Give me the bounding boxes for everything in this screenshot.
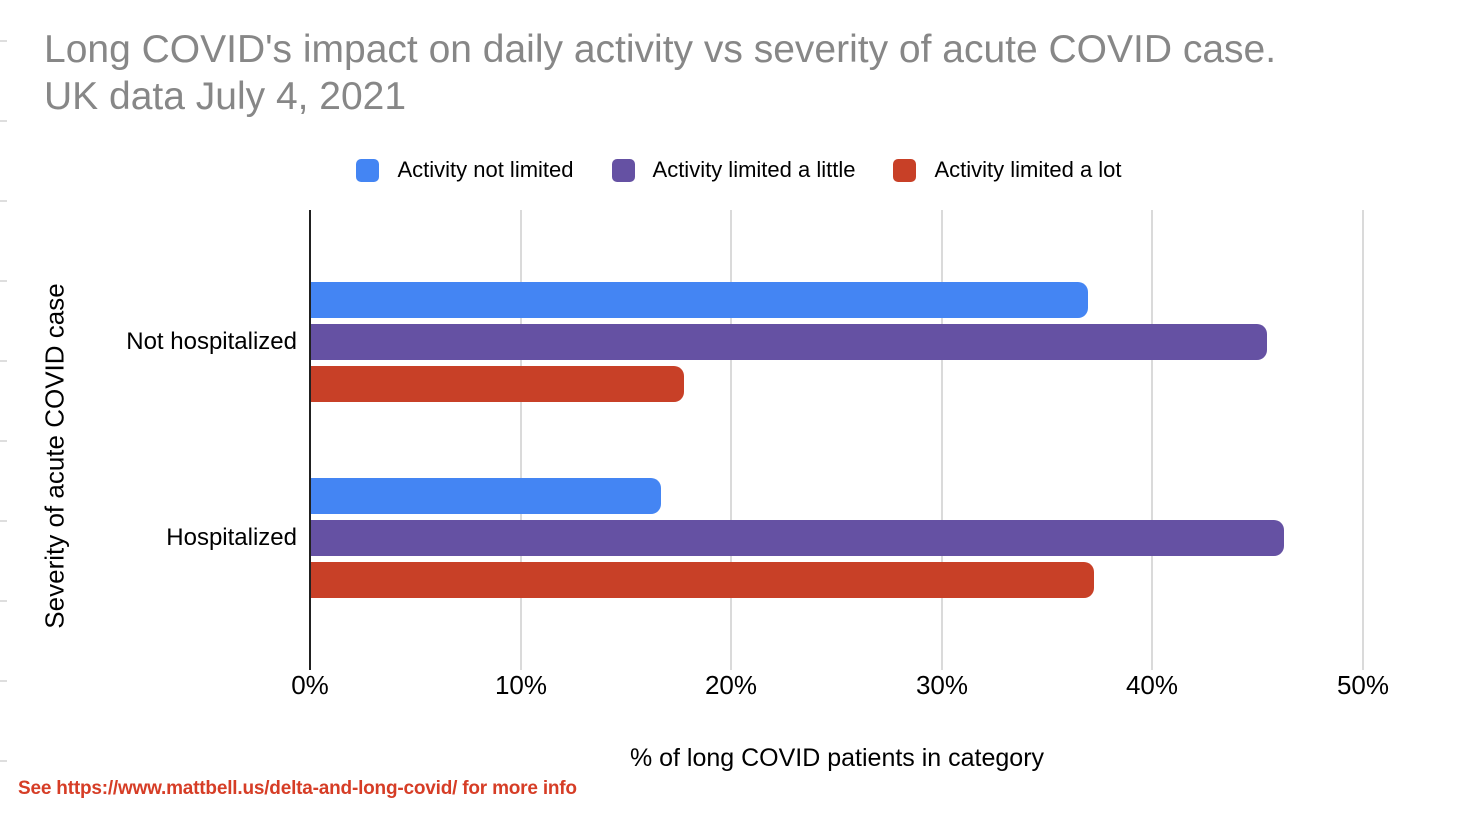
gridline [1151,210,1153,655]
chart-title-line2: UK data July 4, 2021 [44,75,407,118]
bar-not-hospitalized-series-0 [311,282,1088,318]
x-axis-tick-label: 40% [1125,670,1179,700]
bar-not-hospitalized-series-1 [311,324,1267,360]
gridline [520,210,522,655]
chart-title: Long COVID's impact on daily activity vs… [44,26,1276,120]
y-axis-line [309,210,311,655]
legend-item: Activity not limited [356,157,574,183]
bar-hospitalized-series-1 [311,520,1284,556]
plot-area: 0% 10% 20% 30% 40% 50% [291,210,1432,700]
x-axis-tick [309,655,311,670]
category-label: Not hospitalized [126,328,297,355]
ruler-tick-mark [0,40,7,42]
x-axis-tick [730,655,732,670]
gridline [1362,210,1364,655]
legend-label: Activity not limited [397,157,574,182]
ruler-tick-mark [0,680,7,682]
footer-source-note: See https://www.mattbell.us/delta-and-lo… [18,778,577,799]
legend-item: Activity limited a lot [893,157,1122,183]
ruler-tick-mark [0,200,7,202]
legend-item: Activity limited a little [611,157,856,183]
gridline [941,210,943,655]
ruler-tick-mark [0,440,7,442]
x-axis-tick [1362,655,1364,670]
legend-swatch [611,158,635,182]
ruler-tick-mark [0,520,7,522]
ruler-tick-mark [0,600,7,602]
x-axis-tick-label: 10% [494,670,548,700]
chart-title-line1: Long COVID's impact on daily activity vs… [44,28,1277,71]
x-axis-tick [941,655,943,670]
gridline [730,210,732,655]
x-axis-title: % of long COVID patients in category [629,744,1045,772]
bar-hospitalized-series-2 [311,562,1094,598]
bar-hospitalized-series-0 [311,478,661,514]
category-label: Hospitalized [166,524,297,551]
legend: Activity not limited Activity limited a l… [0,146,1478,194]
ruler-tick-mark [0,280,7,282]
y-axis-title: Severity of acute COVID case [39,283,70,629]
legend-label: Activity limited a little [652,157,856,182]
ruler-tick-mark [0,120,7,122]
x-axis-tick-label: 30% [915,670,969,700]
x-axis-tick-label: 0% [291,670,329,700]
ruler-tick-mark [0,760,7,762]
legend-swatch [356,158,380,182]
bar-not-hospitalized-series-2 [311,366,684,402]
ruler-tick-mark [0,360,7,362]
x-axis-tick [520,655,522,670]
x-axis-tick-label: 50% [1336,670,1390,700]
legend-label: Activity limited a lot [934,157,1122,182]
x-axis-tick-label: 20% [704,670,758,700]
legend-swatch [893,158,917,182]
x-axis-tick [1151,655,1153,670]
